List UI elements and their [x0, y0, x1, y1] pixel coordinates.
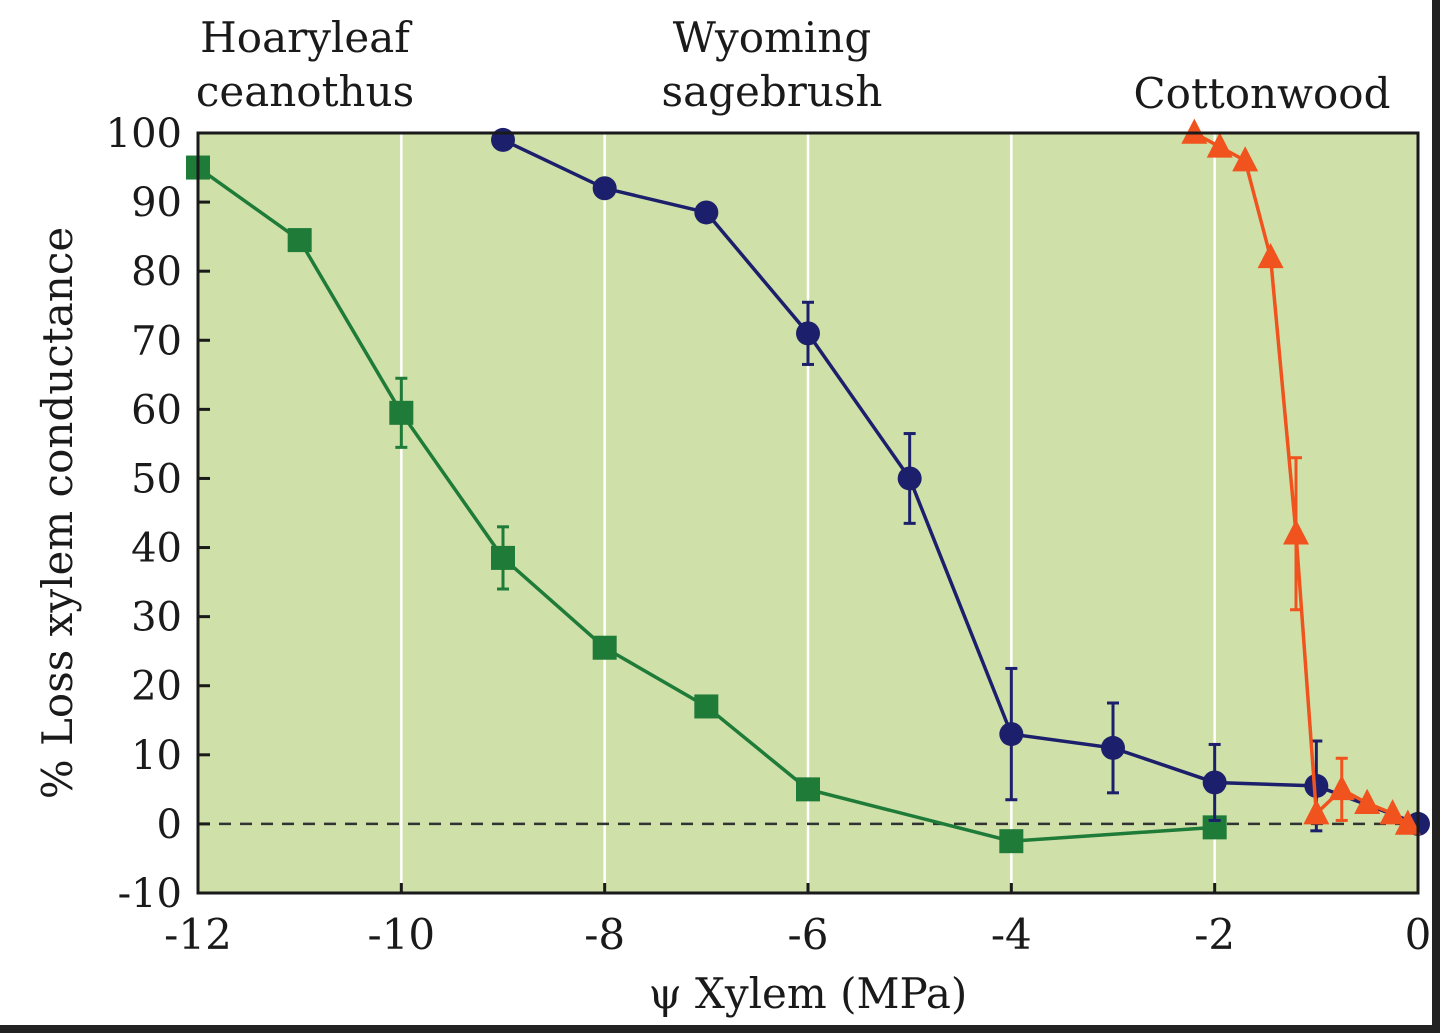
- data-point-circle: [1101, 735, 1125, 760]
- series-labels: Hoaryleaf ceanothus Wyoming sagebrush Cotton…: [196, 13, 1391, 118]
- x-tick-label: -8: [584, 910, 625, 959]
- data-point-triangle: [1206, 132, 1233, 158]
- data-point-square: [999, 829, 1024, 854]
- data-point-triangle: [1181, 118, 1208, 144]
- data-point-triangle: [1328, 774, 1355, 801]
- data-point-triangle: [1283, 519, 1309, 545]
- x-tick: -2: [1194, 883, 1235, 959]
- y-tick-label: 40: [131, 526, 182, 572]
- data-point-square: [592, 635, 617, 660]
- y-axis-label: % Loss xylem conductance: [33, 227, 82, 799]
- data-point-circle: [694, 200, 719, 225]
- data-point-circle: [1304, 773, 1329, 798]
- y-tick-label: 20: [131, 664, 182, 710]
- y-tick: 40: [131, 526, 210, 572]
- y-tick: 100: [106, 111, 210, 157]
- x-axis-label: ψ Xylem (MPa): [649, 969, 968, 1018]
- y-tick-label: 60: [131, 387, 182, 433]
- x-tick-label: -12: [164, 910, 232, 959]
- x-tick-label: -10: [368, 910, 436, 959]
- data-point-square: [796, 777, 820, 802]
- x-tick-label: 0: [1405, 910, 1432, 959]
- data-point-triangle: [1394, 809, 1421, 835]
- data-point-square: [287, 228, 312, 253]
- x-tick: -4: [991, 883, 1032, 959]
- data-point-circle: [796, 321, 820, 346]
- y-tick-label: 80: [131, 249, 182, 295]
- y-tick-label: 0: [157, 802, 182, 848]
- x-tick: -10: [368, 883, 436, 959]
- x-tick: 0: [1405, 883, 1432, 959]
- data-point-square: [694, 694, 719, 719]
- y-tick-label: 10: [131, 733, 182, 779]
- y-tick-label: 100: [106, 111, 182, 157]
- data-point-triangle: [1354, 788, 1381, 814]
- data-point-triangle: [1303, 799, 1330, 825]
- y-tick: 10: [131, 733, 210, 779]
- x-tick-label: -4: [991, 910, 1032, 959]
- y-tick-label: 70: [131, 318, 182, 364]
- series-label: Cottonwood: [1134, 69, 1391, 118]
- y-tick-label: 30: [131, 595, 182, 641]
- data-point-square: [491, 545, 515, 570]
- y-tick-label: 50: [131, 456, 182, 502]
- y-tick-label: -10: [118, 871, 182, 917]
- data-point-triangle: [1232, 146, 1259, 172]
- y-tick: 60: [131, 387, 210, 433]
- y-tick: 80: [131, 249, 210, 295]
- data-point-circle: [999, 722, 1024, 747]
- x-tick-label: -6: [788, 910, 829, 959]
- vertical-gridlines: [400, 133, 1216, 893]
- y-tick: 90: [131, 180, 210, 226]
- series-label: Wyoming sagebrush: [662, 13, 883, 116]
- y-tick: 70: [131, 318, 210, 364]
- series-label-line: Wyoming: [673, 13, 871, 62]
- series-label-line: ceanothus: [196, 67, 414, 116]
- x-tick: -6: [788, 883, 829, 959]
- x-tick-label: -2: [1194, 910, 1235, 959]
- series-triangle: [1181, 118, 1421, 835]
- series-label: Hoaryleaf ceanothus: [196, 13, 414, 116]
- y-axis-ticks: -10 0 10 20 30 40 50 60 70 80 90 100: [106, 111, 210, 917]
- data-point-triangle: [1379, 799, 1406, 825]
- x-tick: -12: [164, 883, 232, 959]
- y-tick: 0: [157, 802, 210, 848]
- data-point-triangle: [1257, 242, 1284, 269]
- y-tick: -10: [118, 871, 210, 917]
- x-tick: -8: [584, 883, 625, 959]
- series-layer: [186, 118, 1430, 854]
- series-line: [502, 138, 1419, 826]
- series-square: [186, 155, 1227, 854]
- y-tick-label: 90: [131, 180, 182, 226]
- series-label-line: sagebrush: [662, 67, 883, 116]
- y-tick: 20: [131, 664, 210, 710]
- data-point-circle: [592, 176, 617, 201]
- data-point-circle: [1202, 770, 1227, 795]
- data-point-circle: [897, 466, 922, 491]
- x-axis-ticks: -12 -10 -8 -6 -4 -2 0: [164, 883, 1431, 959]
- series-label-line: Hoaryleaf: [200, 13, 413, 62]
- data-point-square: [389, 400, 414, 425]
- series-label-line: Cottonwood: [1134, 69, 1391, 118]
- y-tick: 30: [131, 595, 210, 641]
- series-line: [1193, 131, 1409, 826]
- y-tick: 50: [131, 456, 210, 502]
